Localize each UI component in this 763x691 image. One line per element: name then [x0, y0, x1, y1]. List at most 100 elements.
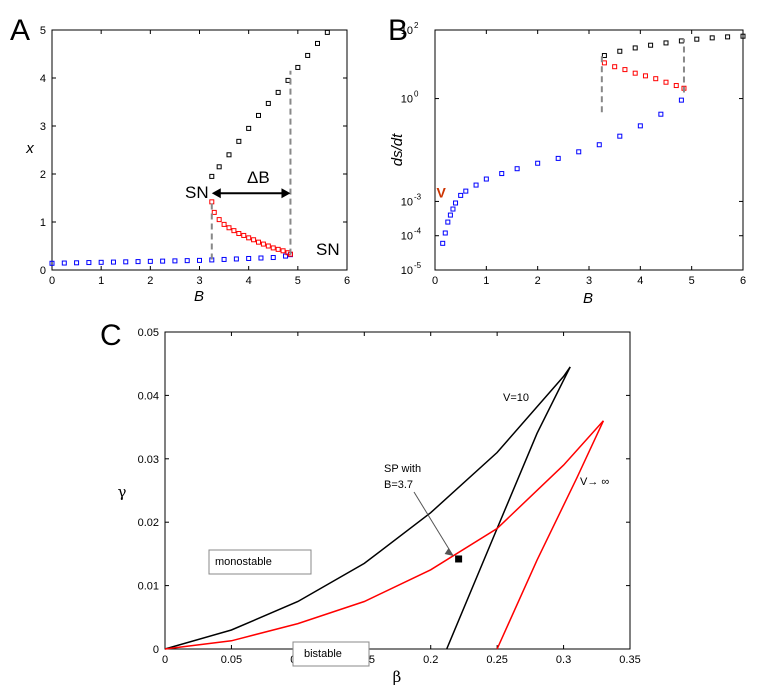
panel-a-ytick-label: 1 — [40, 217, 46, 229]
panel-a-high-stable-point — [256, 112, 261, 118]
panel-a-unstable-point — [209, 199, 215, 205]
panel-b-low-stable-point — [447, 212, 453, 218]
panel-c-xtick-label: 0.35 — [619, 654, 640, 666]
panel-a-high-stable-point — [295, 64, 301, 70]
panel-b-low-stable-point — [596, 142, 602, 148]
panel-a-xtick-label: 2 — [147, 275, 153, 287]
panel-a-unstable-point — [260, 241, 266, 247]
panel-a-ylabel: x — [25, 140, 34, 157]
panel-b-ytick-exponent: 2 — [414, 21, 419, 30]
panel-a-unstable-point — [265, 243, 271, 249]
panel-c-plot-area — [164, 331, 631, 650]
panel-a-xtick-label: 3 — [196, 275, 202, 287]
panel-b-low-stable-point — [445, 219, 451, 225]
panel-a-low-stable-point — [74, 260, 80, 266]
panel-a-unstable-point — [251, 237, 257, 243]
panel-b-high-stable-point — [709, 35, 715, 41]
panel-a-unstable-point — [221, 221, 227, 227]
panel-b-low-stable-point — [514, 166, 520, 172]
panel-c-monostable-label: monostable — [215, 556, 272, 568]
panel-a-letter: A — [10, 14, 30, 47]
panel-c-v-10-upper-curve — [164, 366, 571, 650]
panel-c-ytick-label: 0.01 — [138, 581, 159, 593]
panel-b-high-stable-point — [632, 45, 638, 51]
panel-b-xtick-label: 2 — [535, 275, 541, 287]
panel-a-sn-right: SN — [316, 240, 340, 259]
panel-a-plot-area — [51, 29, 348, 271]
panel-b-high-stable-point — [601, 53, 607, 59]
panel-a-arrowhead-left — [211, 188, 221, 199]
panel-c-xlabel: β — [393, 668, 402, 686]
panel-b-low-stable-point — [617, 133, 623, 139]
panel-a-xtick-label: 6 — [344, 275, 350, 287]
panel-a-low-stable-point — [197, 257, 202, 263]
panel-a-arrowhead-right — [281, 188, 291, 199]
panel-a-high-stable-point — [209, 173, 215, 179]
panel-a-high-stable-point — [275, 89, 281, 95]
panel-a-high-stable-point — [236, 138, 242, 144]
panel-c-v-upper-curve — [164, 420, 604, 650]
panel-c-sp-arrow-line — [413, 491, 454, 556]
panel-c-ytick-label: 0.02 — [138, 517, 159, 529]
panel-c-sp-line2: B=3.7 — [384, 479, 413, 491]
panel-b-high-stable-point — [648, 42, 654, 48]
panel-a-low-stable-point — [270, 255, 276, 261]
panel-c-letter: C — [100, 319, 122, 352]
panel-b-low-stable-point — [637, 123, 643, 129]
panel-b-high-stable-point — [663, 40, 669, 46]
panel-c-ytick-label: 0 — [153, 644, 159, 656]
panel-b-high-stable-point — [678, 38, 684, 44]
panel-b-xtick-label: 3 — [586, 275, 592, 287]
panel-b-xtick-label: 5 — [689, 275, 695, 287]
panel-a-low-stable-point — [221, 256, 227, 262]
panel-a-low-stable-point — [110, 259, 116, 265]
panel-a-ytick-label: 2 — [40, 169, 46, 181]
panel-a-low-stable-point — [98, 259, 104, 265]
panel-a-unstable-point — [275, 246, 281, 252]
panel-b-ytick-label: 10 — [401, 196, 413, 208]
panel-c-xtick-label: 0.2 — [423, 654, 438, 666]
panel-a-low-stable-point — [184, 258, 190, 264]
panel-a-unstable-point — [256, 239, 261, 245]
panel-c-ytick-label: 0.03 — [138, 454, 159, 466]
panel-c-v-10-lower-curve — [446, 366, 571, 650]
panel-b-low-stable-point — [576, 149, 582, 155]
panel-b-xtick-label: 1 — [483, 275, 489, 287]
panel-b-low-stable-point — [473, 182, 479, 188]
panel-b-ytick-exponent: -5 — [414, 261, 422, 270]
panel-b-low-stable-point — [458, 192, 464, 198]
panel-c-xtick-label: 0 — [162, 654, 168, 666]
panel-a-unstable-point — [236, 231, 242, 237]
panel-a-low-stable-point — [258, 255, 264, 261]
panel-a-high-stable-point — [216, 164, 222, 170]
panel-c-bistable-label: bistable — [304, 648, 342, 660]
panel-a-xtick-label: 4 — [246, 275, 252, 287]
panel-a-low-stable-point — [86, 260, 92, 266]
panel-b-low-stable-point — [555, 155, 561, 161]
panel-a-high-stable-point — [324, 29, 330, 35]
panel-b-ytick-exponent: -3 — [414, 192, 422, 201]
panel-b-unstable-point — [612, 64, 618, 70]
panel-b-xtick-label: 0 — [432, 275, 438, 287]
panel-c-sp-point — [455, 555, 463, 563]
panel-b-plot-area — [434, 29, 744, 271]
panel-a-low-stable-point — [135, 259, 141, 265]
panel-c-label-vinf: V→ ∞ — [580, 476, 609, 488]
panel-b-unstable-point — [673, 83, 679, 89]
panel-a-unstable-point — [226, 225, 232, 231]
panel-a-xtick-label: 1 — [98, 275, 104, 287]
panel-a-high-stable-point — [265, 100, 271, 106]
panel-b-unstable-point — [653, 76, 659, 82]
panel-b-marker-v: V — [436, 185, 446, 201]
panel-c-ytick-label: 0.04 — [138, 390, 159, 402]
panel-a-low-stable-point — [61, 260, 67, 266]
panel-a-unstable-point — [246, 235, 252, 241]
panel-b-high-stable-point — [740, 33, 746, 39]
panel-b-ytick-label: 10 — [401, 94, 413, 106]
panel-b-ytick-exponent: -4 — [414, 227, 422, 236]
panel-b-unstable-point — [632, 70, 638, 76]
panel-b-ytick-label: 10 — [401, 265, 413, 277]
panel-b-low-stable-point — [499, 171, 505, 177]
panel-a-delta-b: ΔB — [247, 168, 270, 187]
